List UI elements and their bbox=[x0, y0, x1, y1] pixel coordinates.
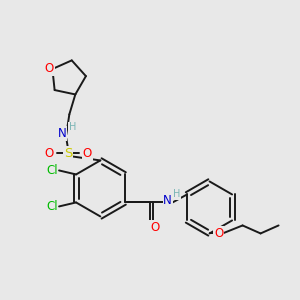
Text: N: N bbox=[163, 194, 172, 207]
Text: H: H bbox=[69, 122, 76, 132]
Text: S: S bbox=[64, 147, 73, 160]
Text: N: N bbox=[58, 127, 67, 140]
Text: Cl: Cl bbox=[46, 200, 58, 213]
Text: H: H bbox=[173, 189, 180, 200]
Text: O: O bbox=[150, 221, 159, 234]
Text: O: O bbox=[45, 147, 54, 160]
Text: O: O bbox=[83, 147, 92, 160]
Text: Cl: Cl bbox=[46, 164, 58, 177]
Text: O: O bbox=[45, 62, 54, 76]
Text: O: O bbox=[214, 227, 223, 240]
